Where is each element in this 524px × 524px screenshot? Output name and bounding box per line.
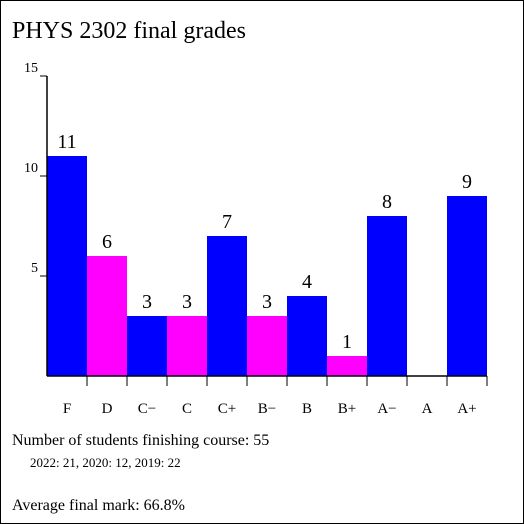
note: Average final mark: 66.8% bbox=[12, 497, 185, 514]
data-label: 6 bbox=[102, 231, 112, 253]
note: Number of students finishing course: 55 bbox=[12, 432, 269, 449]
bar bbox=[127, 316, 167, 376]
x-tick-label: A bbox=[422, 401, 433, 417]
bar bbox=[327, 356, 367, 376]
x-tick-label: B+ bbox=[338, 401, 356, 417]
x-tick-label: F bbox=[63, 401, 71, 417]
bar bbox=[47, 156, 87, 376]
data-label: 3 bbox=[142, 291, 152, 313]
x-tick-label: B− bbox=[258, 401, 276, 417]
data-label: 9 bbox=[462, 171, 472, 193]
bar bbox=[167, 316, 207, 376]
bar bbox=[207, 236, 247, 376]
y-tick-label: 5 bbox=[31, 261, 38, 276]
data-label: 3 bbox=[182, 291, 192, 313]
bar bbox=[367, 216, 407, 376]
data-label: 8 bbox=[382, 191, 392, 213]
x-tick-label: C+ bbox=[218, 401, 236, 417]
x-tick-label: D bbox=[102, 401, 113, 417]
y-tick-label: 10 bbox=[24, 161, 38, 176]
bar bbox=[247, 316, 287, 376]
data-label: 3 bbox=[262, 291, 272, 313]
chart-title: PHYS 2302 final grades bbox=[12, 18, 246, 44]
x-tick-label: A− bbox=[377, 401, 396, 417]
data-label: 7 bbox=[222, 211, 232, 233]
data-label: 11 bbox=[57, 131, 76, 153]
y-tick-label: 15 bbox=[24, 61, 38, 76]
bar bbox=[87, 256, 127, 376]
x-tick-label: A+ bbox=[457, 401, 476, 417]
data-label: 4 bbox=[302, 271, 312, 293]
bar bbox=[447, 196, 487, 376]
data-label: 1 bbox=[342, 331, 352, 353]
x-tick-label: C− bbox=[138, 401, 156, 417]
x-tick-label: B bbox=[302, 401, 312, 417]
bar bbox=[287, 296, 327, 376]
x-tick-label: C bbox=[182, 401, 192, 417]
note: 2022: 21, 2020: 12, 2019: 22 bbox=[30, 455, 181, 470]
